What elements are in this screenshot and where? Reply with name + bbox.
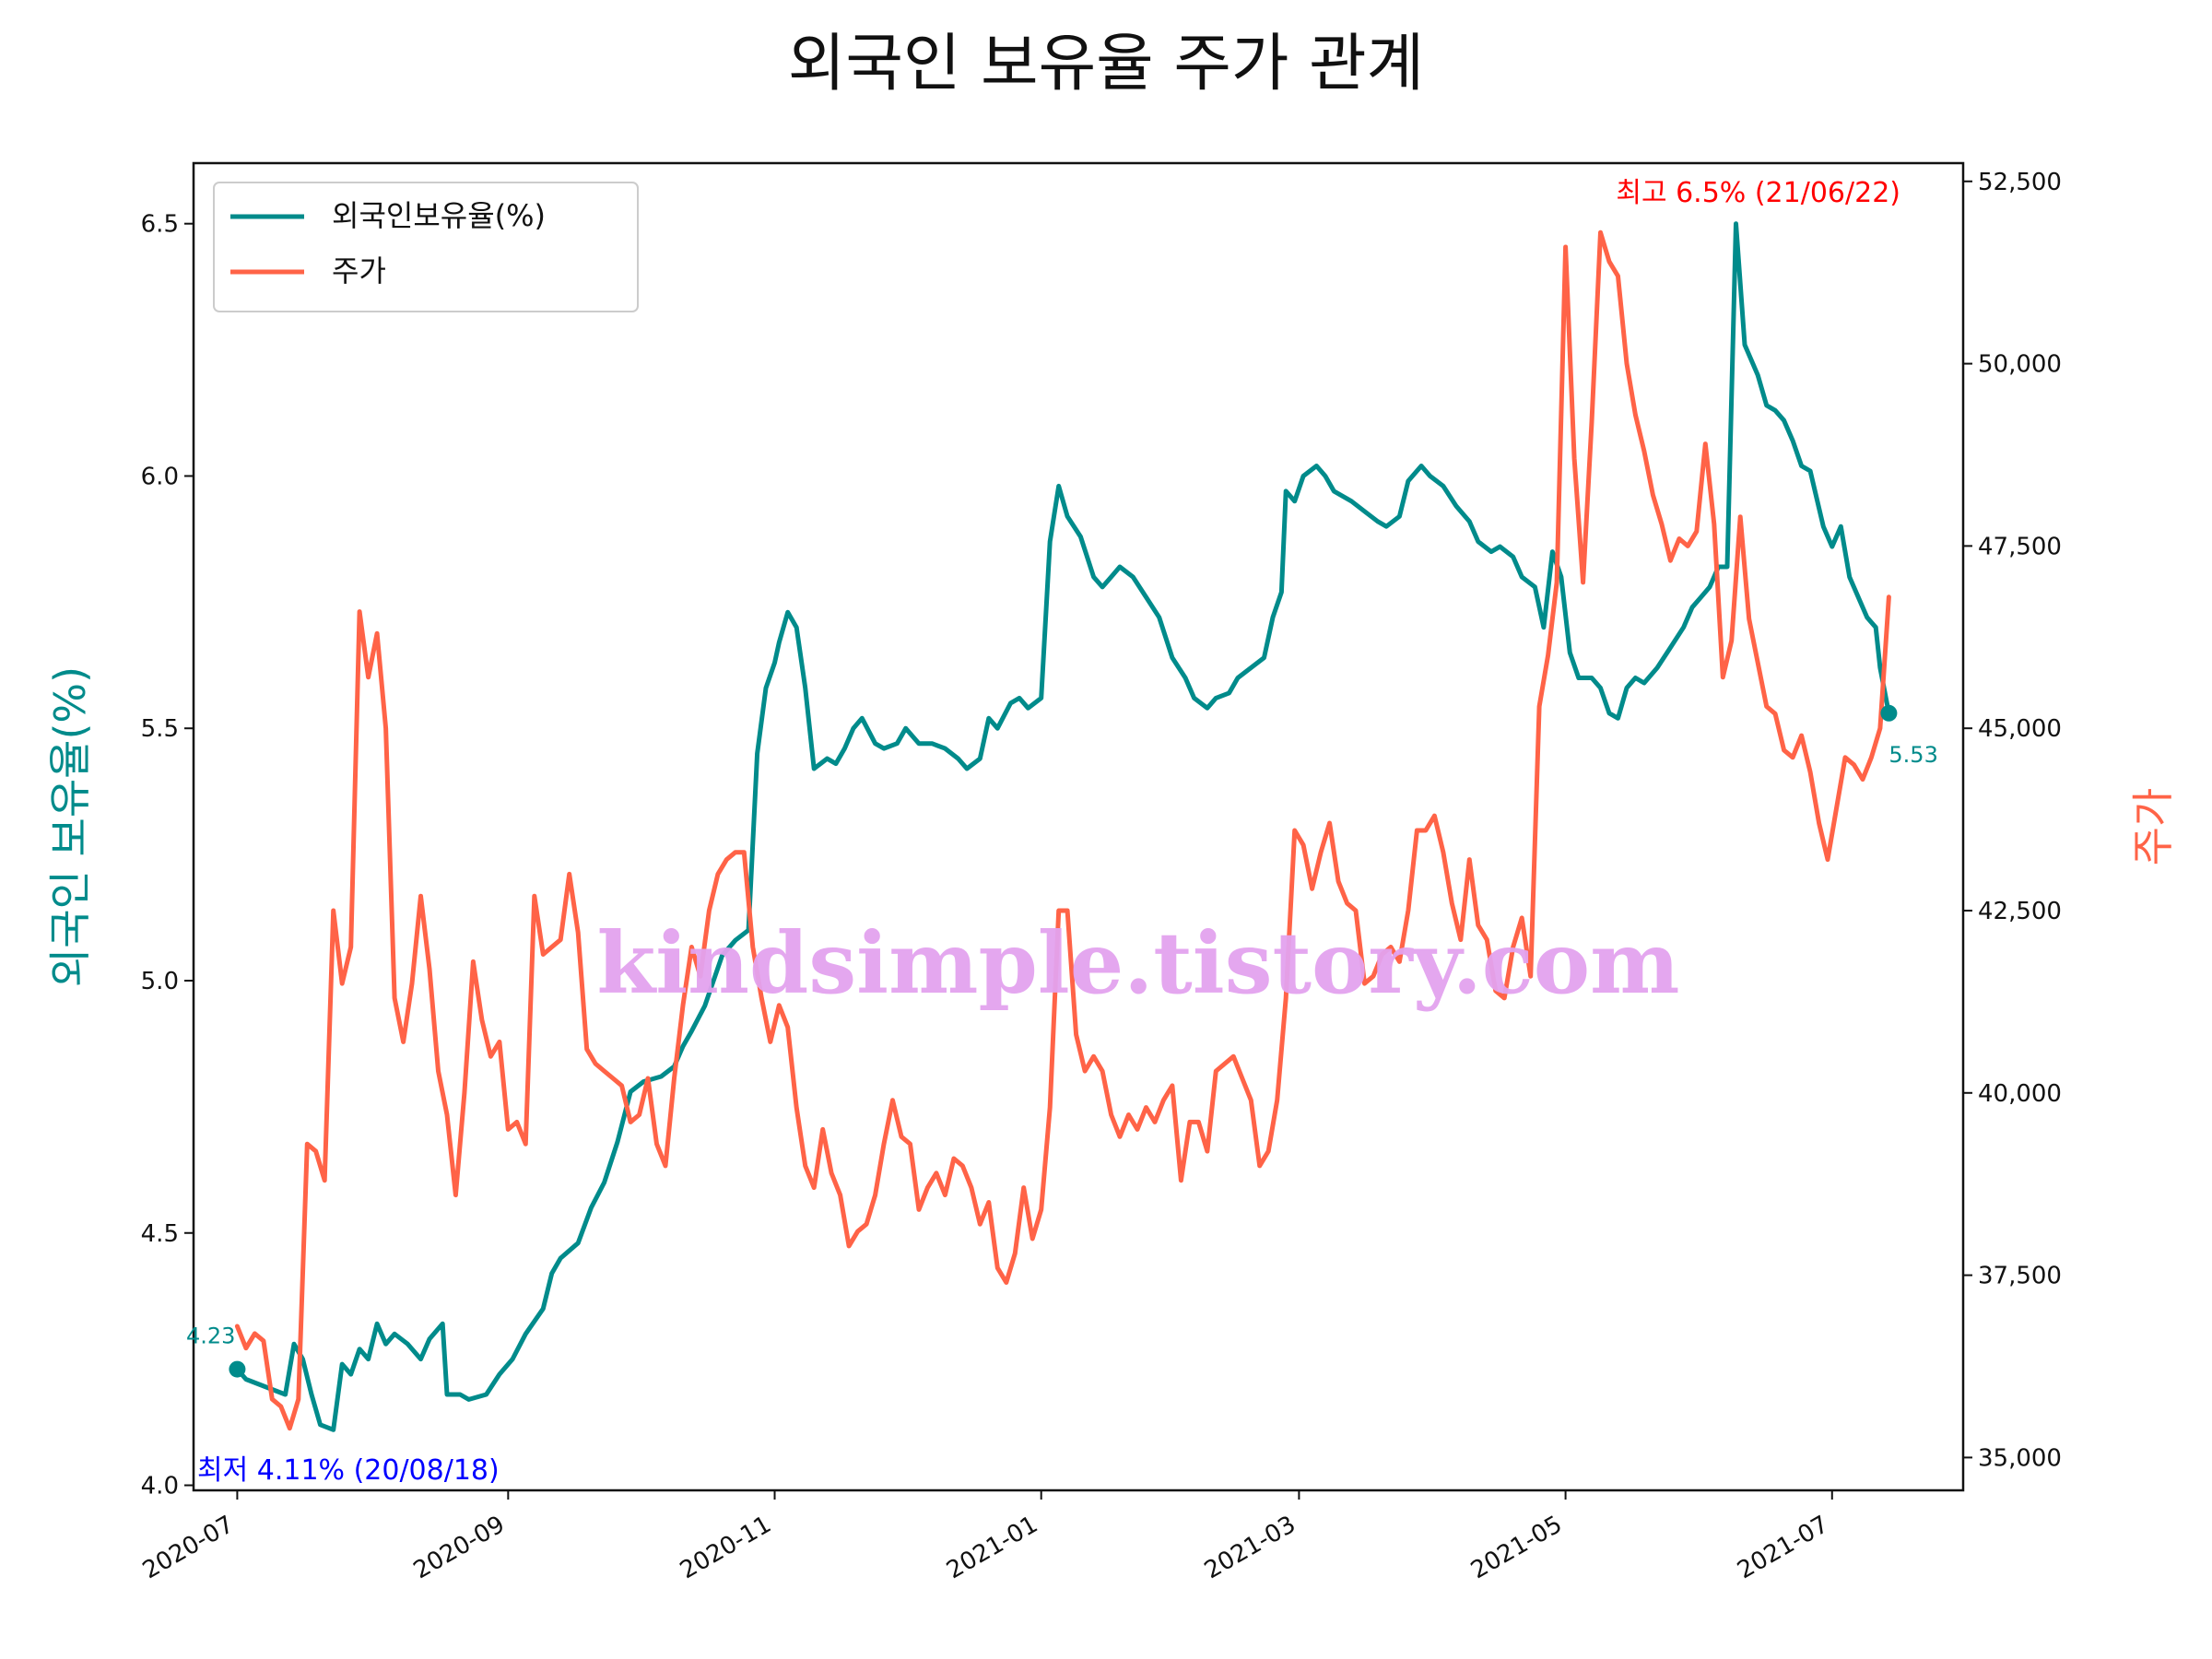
chart-title: 외국인 보유율 주가 관계 xyxy=(788,28,1424,100)
y-tick-right-label: 52,500 xyxy=(1978,169,2062,196)
end-point-marker xyxy=(1880,704,1898,722)
x-tick-label: 2021-05 xyxy=(1466,1511,1567,1584)
start-point-marker xyxy=(229,1360,246,1378)
y-tick-left-label: 5.5 xyxy=(141,715,179,743)
y-axis-label-left: 외국인 보유율(%) xyxy=(45,666,95,987)
x-tick-label: 2020-07 xyxy=(138,1511,239,1584)
y-tick-left-label: 4.5 xyxy=(141,1220,179,1248)
y-tick-right-label: 45,000 xyxy=(1978,715,2062,743)
y-tick-right-label: 37,500 xyxy=(1978,1263,2062,1290)
y-tick-left-label: 5.0 xyxy=(141,968,179,995)
end-value-label: 5.53 xyxy=(1888,742,1937,768)
y-tick-right-label: 50,000 xyxy=(1978,351,2062,379)
legend-box xyxy=(213,182,639,312)
y-tick-left-label: 4.0 xyxy=(141,1473,179,1500)
legend-label-stock-price: 주가 xyxy=(332,253,386,288)
y-tick-right-label: 47,500 xyxy=(1978,533,2062,560)
watermark: kindsimple.tistory.com xyxy=(596,913,1679,1013)
plot-frame xyxy=(192,161,1965,1492)
series-line-foreign-ratio xyxy=(234,221,1891,1432)
max-annotation: 최고 6.5% (21/06/22) xyxy=(1616,177,1900,209)
x-tick-label: 2021-01 xyxy=(942,1511,1042,1584)
y-tick-right-label: 40,000 xyxy=(1978,1080,2062,1108)
x-tick-label: 2021-03 xyxy=(1200,1511,1300,1584)
y-tick-right-label: 35,000 xyxy=(1978,1444,2062,1472)
min-annotation: 최저 4.11% (20/08/18) xyxy=(197,1454,500,1487)
legend-label-foreign-ratio: 외국인보유율(%) xyxy=(332,198,546,233)
start-value-label: 4.23 xyxy=(186,1324,235,1349)
y-tick-left-label: 6.0 xyxy=(141,463,179,490)
x-tick-label: 2020-09 xyxy=(409,1511,510,1584)
x-tick-label: 2020-11 xyxy=(676,1511,776,1584)
x-tick-label: 2021-07 xyxy=(1733,1511,1833,1584)
y-tick-right-label: 42,500 xyxy=(1978,898,2062,925)
series-line-stock-price xyxy=(234,229,1891,1431)
legend: 외국인보유율(%) 주가 xyxy=(213,182,639,312)
y-tick-left-label: 6.5 xyxy=(141,211,179,239)
y-axis-label-right: 주가 xyxy=(2128,788,2178,866)
